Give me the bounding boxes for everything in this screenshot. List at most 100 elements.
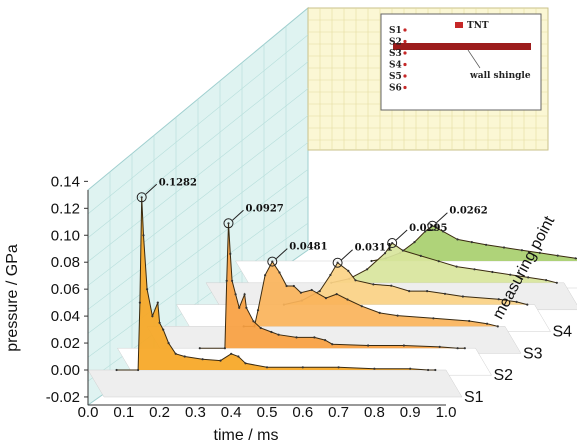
data-point-S1 <box>337 366 340 369</box>
series-area-S2 <box>199 223 465 349</box>
left-grid-line <box>87 34 309 215</box>
data-point-S1 <box>201 358 204 361</box>
data-point-S1 <box>115 368 118 372</box>
series-S3 <box>242 260 499 328</box>
peak-arrow-S5 <box>395 229 408 241</box>
peak-label-S3: 0.0481 <box>289 242 327 253</box>
tnt-legend-marker <box>455 22 463 28</box>
left-grid-line <box>87 88 309 262</box>
data-point-S5 <box>419 254 422 257</box>
series-S2 <box>198 222 466 350</box>
data-point-S4 <box>443 292 447 295</box>
x-tick-label: 1.0 <box>436 404 457 421</box>
data-point-S5 <box>545 279 548 282</box>
series-line-S3 <box>243 260 498 327</box>
peak-marker-S5 <box>387 238 398 249</box>
data-point-S1 <box>158 321 161 324</box>
data-point-S2 <box>227 222 230 225</box>
data-point-S1 <box>162 328 165 331</box>
data-point-S2 <box>402 344 405 347</box>
data-point-S3 <box>396 314 399 317</box>
y-tick-labels: -0.02 0.00 0.02 0.04 0.06 0.08 0.10 0.12 0.14 <box>46 173 88 406</box>
data-point-S1 <box>140 196 143 199</box>
inset-point-label-S6: S6 <box>389 84 402 94</box>
data-point-S2 <box>463 347 466 350</box>
left-grid-line <box>87 142 309 310</box>
data-point-S3 <box>264 274 267 277</box>
data-point-S2 <box>259 326 262 330</box>
data-point-S2 <box>198 347 201 350</box>
y-tick-label: 0.14 <box>51 173 80 190</box>
data-point-S2 <box>238 306 241 309</box>
data-point-S1 <box>174 352 177 355</box>
data-point-S3 <box>360 305 363 308</box>
series-line-S4 <box>283 261 528 306</box>
inset-point-dot-S2 <box>403 39 407 44</box>
x-tick-label: 0.3 <box>185 404 206 421</box>
series-area-S3 <box>243 261 498 327</box>
data-point-S2 <box>234 293 237 296</box>
data-point-S6 <box>431 224 434 227</box>
y-tick-label: 0.10 <box>51 227 80 244</box>
data-point-S1 <box>151 315 154 318</box>
data-point-S5 <box>437 260 440 263</box>
data-point-S6 <box>370 259 373 263</box>
data-point-S3 <box>299 291 302 294</box>
left-grid-line <box>87 61 309 239</box>
data-point-S4 <box>426 290 429 293</box>
x-tick-label: 0.9 <box>400 404 421 421</box>
data-point-S4 <box>497 298 500 301</box>
data-point-S1 <box>265 366 269 369</box>
y-tick-label: 0.12 <box>51 200 80 217</box>
data-point-S4 <box>372 283 375 286</box>
wall-shingle-label: wall shingle <box>469 71 531 81</box>
data-point-S5 <box>527 276 530 279</box>
data-point-S3 <box>256 309 260 312</box>
data-point-S2 <box>313 336 316 339</box>
data-point-S1 <box>244 362 247 365</box>
series-S1 <box>115 196 437 372</box>
series-line-S6 <box>371 225 577 262</box>
x-tick-label: 0.2 <box>149 404 170 421</box>
peak-label-S2: 0.0927 <box>245 203 283 214</box>
tnt-legend-label: TNT <box>467 21 489 31</box>
x-tick-label: 0.7 <box>328 404 349 421</box>
inset-point-label-S4: S4 <box>389 61 402 71</box>
data-point-S2 <box>295 336 298 339</box>
measuring-point-label-S2: S2 <box>494 367 514 384</box>
data-point-S3 <box>278 271 281 274</box>
data-point-S2 <box>245 306 248 309</box>
data-point-S5 <box>491 270 494 274</box>
peak-arrow-S2 <box>232 209 244 221</box>
data-point-S1 <box>230 352 233 355</box>
inset-point-dot-S3 <box>403 51 407 55</box>
peak-marker-S1 <box>136 192 147 203</box>
inset-point-dot-S4 <box>403 62 407 67</box>
data-point-S1 <box>138 301 141 304</box>
y-tick-label: 0.06 <box>51 281 80 298</box>
peak-marker-S2 <box>223 218 234 229</box>
x-tick-label: 0.6 <box>292 404 313 421</box>
data-point-S1 <box>427 368 430 372</box>
data-point-S4 <box>354 279 357 282</box>
data-point-S2 <box>270 330 273 334</box>
data-point-S2 <box>438 345 441 348</box>
data-point-S3 <box>271 260 274 263</box>
data-point-S5 <box>401 249 404 252</box>
y-tick-label: 0.02 <box>51 335 80 352</box>
data-point-S3 <box>324 297 328 300</box>
series-area-S4 <box>283 262 528 305</box>
peak-arrow-S6 <box>436 212 448 224</box>
data-point-S3 <box>346 298 349 301</box>
data-point-S4 <box>318 290 321 293</box>
data-point-S2 <box>456 347 459 350</box>
data-point-S4 <box>329 273 332 277</box>
data-point-S6 <box>456 238 459 241</box>
x-tick-label: 0.0 <box>78 404 99 421</box>
data-point-S3 <box>310 288 313 292</box>
y-tick-label: -0.02 <box>46 389 80 406</box>
inset-point-label-S5: S5 <box>389 72 402 82</box>
